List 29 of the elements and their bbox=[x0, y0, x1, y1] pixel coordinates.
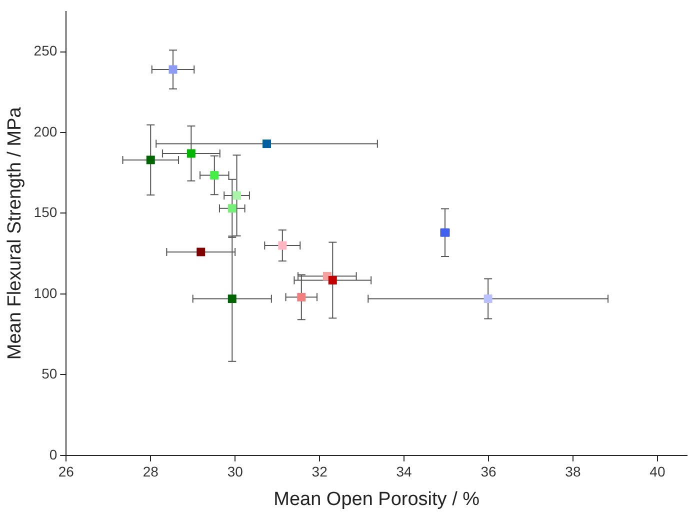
point bbox=[228, 294, 236, 304]
x-tick-label: 40 bbox=[650, 464, 666, 480]
x-tick-label: 28 bbox=[142, 464, 159, 480]
point bbox=[278, 241, 287, 250]
y-tick-label: 100 bbox=[34, 284, 58, 301]
x-tick-label: 30 bbox=[227, 464, 244, 480]
point bbox=[186, 149, 196, 158]
point bbox=[297, 292, 306, 302]
y-tick-label: 0 bbox=[49, 446, 58, 462]
y-axis-title: Mean Flexural Strength / MPa bbox=[4, 106, 26, 360]
point bbox=[196, 248, 206, 256]
x-tick-label: 38 bbox=[565, 464, 581, 480]
point bbox=[210, 171, 219, 180]
x-tick-label: 36 bbox=[480, 464, 496, 480]
point bbox=[146, 156, 155, 164]
point bbox=[168, 65, 178, 74]
point bbox=[228, 204, 236, 213]
y-tick-label: 50 bbox=[42, 366, 58, 382]
point bbox=[328, 276, 337, 284]
point bbox=[262, 140, 272, 148]
y-tick-label: 250 bbox=[34, 42, 58, 59]
x-tick-label: 34 bbox=[396, 464, 412, 480]
x-tick-label: 32 bbox=[312, 464, 328, 480]
x-tick-label: 26 bbox=[58, 464, 74, 480]
point bbox=[232, 191, 242, 200]
y-tick-label: 200 bbox=[34, 123, 58, 140]
x-axis-title: Mean Open Porosity / % bbox=[274, 488, 480, 510]
y-tick-label: 150 bbox=[34, 204, 58, 220]
point bbox=[484, 294, 492, 304]
